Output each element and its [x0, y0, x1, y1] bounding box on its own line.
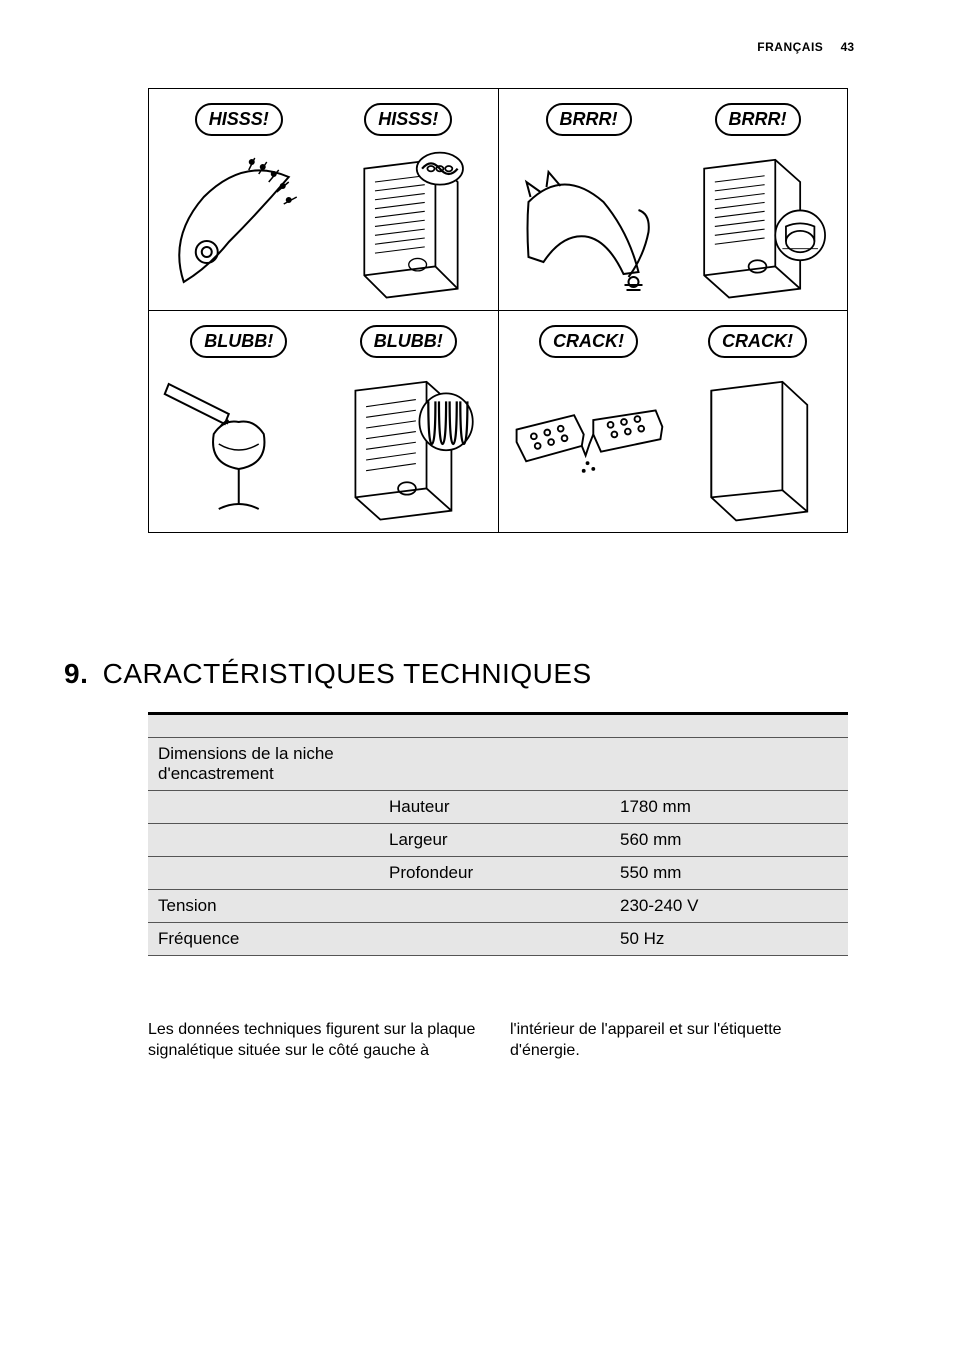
cell: Hauteur	[379, 791, 610, 824]
refrigerator-coils-icon	[327, 142, 491, 302]
table-row: Fréquence 50 Hz	[148, 923, 848, 956]
sound-bubble: BLUBB!	[190, 325, 287, 358]
cell: 550 mm	[610, 857, 848, 890]
cell: 560 mm	[610, 824, 848, 857]
figure-row: BLUBB! BLUBB!	[149, 311, 847, 532]
technical-note: Les données techniques figurent sur la p…	[148, 1020, 848, 1062]
refrigerator-tubes-icon	[327, 364, 491, 524]
header-page-number: 43	[841, 40, 854, 54]
section-title: CARACTÉRISTIQUES TECHNIQUES	[103, 658, 592, 689]
cell	[148, 791, 379, 824]
ice-tray-icon	[507, 364, 670, 524]
section-heading: 9. CARACTÉRISTIQUES TECHNIQUES	[64, 658, 592, 690]
wine-glass-icon	[157, 364, 321, 524]
sound-bubble: BLUBB!	[360, 325, 457, 358]
cell: Tension	[148, 890, 379, 923]
table-header-blank-row	[148, 714, 848, 738]
cell	[148, 824, 379, 857]
refrigerator-compressor-icon	[676, 142, 839, 302]
sounds-figure: HISSS! HISSS!	[148, 88, 848, 533]
sound-bubble: CRACK!	[708, 325, 807, 358]
cat-icon	[507, 142, 670, 302]
page-header: FRANÇAIS 43	[757, 40, 854, 54]
table-row: Hauteur 1780 mm	[148, 791, 848, 824]
table-row: Profondeur 550 mm	[148, 857, 848, 890]
spec-table: Dimensions de la niche d'encastrement Ha…	[148, 712, 848, 956]
cell: Largeur	[379, 824, 610, 857]
table-row: Dimensions de la niche d'encastrement	[148, 738, 848, 791]
cell: Dimensions de la niche d'encastrement	[148, 738, 379, 791]
sound-bubble: BRRR!	[546, 103, 632, 136]
sound-bubble: CRACK!	[539, 325, 638, 358]
cell: Fréquence	[148, 923, 379, 956]
cell	[379, 923, 610, 956]
cell	[148, 857, 379, 890]
section-number: 9.	[64, 658, 88, 689]
cell: 1780 mm	[610, 791, 848, 824]
figure-row: HISSS! HISSS!	[149, 89, 847, 311]
table-row: Tension 230-240 V	[148, 890, 848, 923]
cell	[610, 738, 848, 791]
sound-bubble: HISSS!	[195, 103, 283, 136]
cell: 50 Hz	[610, 923, 848, 956]
header-language: FRANÇAIS	[757, 40, 823, 54]
cell	[379, 890, 610, 923]
cell: 230-240 V	[610, 890, 848, 923]
freezer-cabinet-icon	[676, 364, 839, 524]
figure-panel-blubb: BLUBB! BLUBB!	[149, 311, 498, 532]
cell: Profondeur	[379, 857, 610, 890]
figure-panel-hisss: HISSS! HISSS!	[149, 89, 498, 310]
table-row: Largeur 560 mm	[148, 824, 848, 857]
steam-iron-icon	[157, 142, 321, 302]
figure-panel-crack: CRACK! CRACK!	[498, 311, 847, 532]
sound-bubble: HISSS!	[364, 103, 452, 136]
cell	[379, 738, 610, 791]
sound-bubble: BRRR!	[715, 103, 801, 136]
figure-panel-brrr: BRRR! BRRR!	[498, 89, 847, 310]
